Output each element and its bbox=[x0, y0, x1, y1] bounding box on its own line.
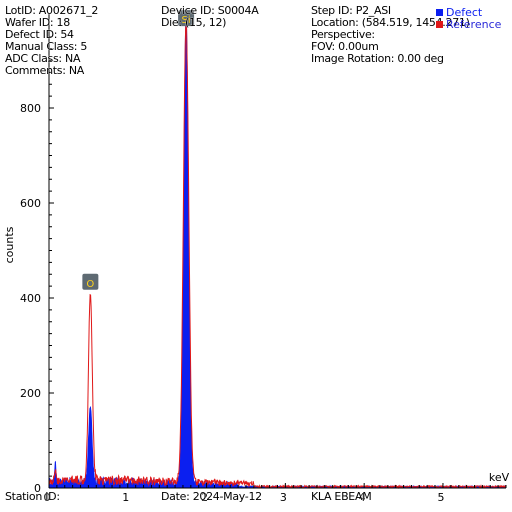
legend-label-reference: Reference bbox=[446, 18, 502, 31]
plot-area: 0 200 400 600 800 0 1 2 3 4 5 O Si bbox=[20, 10, 507, 504]
legend-item-reference: Reference bbox=[436, 17, 501, 32]
header-right-info: Step ID: P2_ASI Location: (584.519, 1454… bbox=[311, 5, 470, 65]
location-text: Location: (584.519, 1454.271) bbox=[311, 16, 470, 29]
series-defect-area bbox=[48, 10, 506, 489]
footer-tool: KLA EBEAM bbox=[311, 490, 372, 503]
peak-label-box bbox=[82, 273, 99, 290]
comments-text: Comments: NA bbox=[5, 64, 84, 77]
y-tick-label: 200 bbox=[20, 387, 41, 400]
y-tick-label: 400 bbox=[20, 292, 41, 305]
device-id-text: Device ID: S0004A bbox=[161, 4, 259, 17]
defect-id-text: Defect ID: 54 bbox=[5, 28, 74, 41]
series-reference-line bbox=[48, 24, 507, 489]
header-left-info: LotID: A002671_2 Wafer ID: 18 Defect ID:… bbox=[5, 5, 98, 77]
perspective-text: Perspective: bbox=[311, 28, 375, 41]
x-tick-label: 5 bbox=[437, 491, 444, 504]
step-id-text: Step ID: P2_ASI bbox=[311, 4, 391, 17]
fov-text: FOV: 0.00um bbox=[311, 40, 379, 53]
x-tick-label: 2 bbox=[201, 491, 208, 504]
peak-label-text: O bbox=[86, 279, 94, 290]
lot-id-text: LotID: A002671_2 bbox=[5, 4, 99, 17]
manual-class-text: Manual Class: 5 bbox=[5, 40, 88, 53]
legend-item-defect: Defect bbox=[436, 5, 501, 20]
legend-label-defect: Defect bbox=[446, 6, 483, 19]
y-tick-label: 800 bbox=[20, 102, 41, 115]
legend-swatch-defect bbox=[436, 9, 443, 16]
footer-date: Date: 2024-May-12 bbox=[161, 490, 262, 503]
footer-station: Station ID: bbox=[5, 490, 60, 503]
header-middle-info: Device ID: S0004A Die: (15, 12) bbox=[161, 4, 259, 29]
legend-swatch-reference bbox=[436, 21, 443, 28]
die-text: Die: (15, 12) bbox=[161, 16, 227, 29]
adc-class-text: ADC Class: NA bbox=[5, 52, 81, 65]
peak-label-box bbox=[178, 10, 195, 27]
x-tick-label: 0 bbox=[44, 491, 51, 504]
image-rotation-text: Image Rotation: 0.00 deg bbox=[311, 52, 444, 65]
peak-label-text: Si bbox=[182, 15, 191, 26]
x-tick-label: 3 bbox=[280, 491, 287, 504]
y-tick-label: 600 bbox=[20, 197, 41, 210]
x-tick-label: 1 bbox=[122, 491, 129, 504]
wafer-id-text: Wafer ID: 18 bbox=[5, 16, 70, 29]
chart-legend: Defect Reference bbox=[436, 5, 501, 32]
x-tick-label: 4 bbox=[359, 491, 366, 504]
y-tick-label: 0 bbox=[34, 482, 41, 495]
y-axis-label: counts bbox=[3, 226, 16, 263]
x-axis-label: keV bbox=[489, 471, 510, 484]
